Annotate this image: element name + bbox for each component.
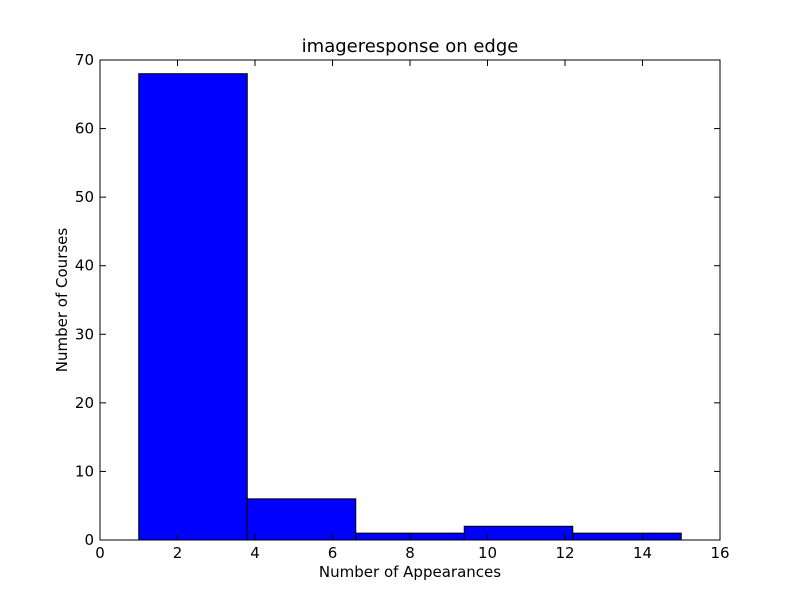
y-tick-label: 50 xyxy=(75,188,94,206)
bars-group xyxy=(138,73,682,541)
y-tick-label: 0 xyxy=(84,531,94,549)
x-tick-label: 4 xyxy=(250,544,260,562)
chart-title: imageresponse on edge xyxy=(302,36,519,57)
x-tick-label: 0 xyxy=(95,544,105,562)
x-tick-label: 8 xyxy=(405,544,415,562)
histogram-bar-3 xyxy=(463,525,574,541)
x-tick-label: 2 xyxy=(173,544,183,562)
x-axis-label: Number of Appearances xyxy=(319,563,501,581)
x-tick-label: 14 xyxy=(633,544,652,562)
histogram-bar-4 xyxy=(572,532,682,541)
y-tick-label: 20 xyxy=(75,394,94,412)
plot-frame xyxy=(99,59,721,541)
x-tick-label: 6 xyxy=(328,544,338,562)
y-tick-label: 60 xyxy=(75,120,94,138)
y-tick-label: 40 xyxy=(75,257,94,275)
y-tick-label: 10 xyxy=(75,462,94,480)
y-axis-label: Number of Courses xyxy=(53,228,71,373)
x-tick-label: 10 xyxy=(478,544,497,562)
histogram-bar-0 xyxy=(138,73,248,541)
histogram-bar-1 xyxy=(246,498,357,541)
y-tick-label: 70 xyxy=(75,51,94,69)
x-tick-label: 12 xyxy=(555,544,574,562)
ticks-group: 0 2 4 6 8 10 12 14 16 0 10 20 30 40 50 60 70 xyxy=(75,51,730,562)
x-tick-label: 16 xyxy=(710,544,729,562)
y-tick-label: 30 xyxy=(75,325,94,343)
